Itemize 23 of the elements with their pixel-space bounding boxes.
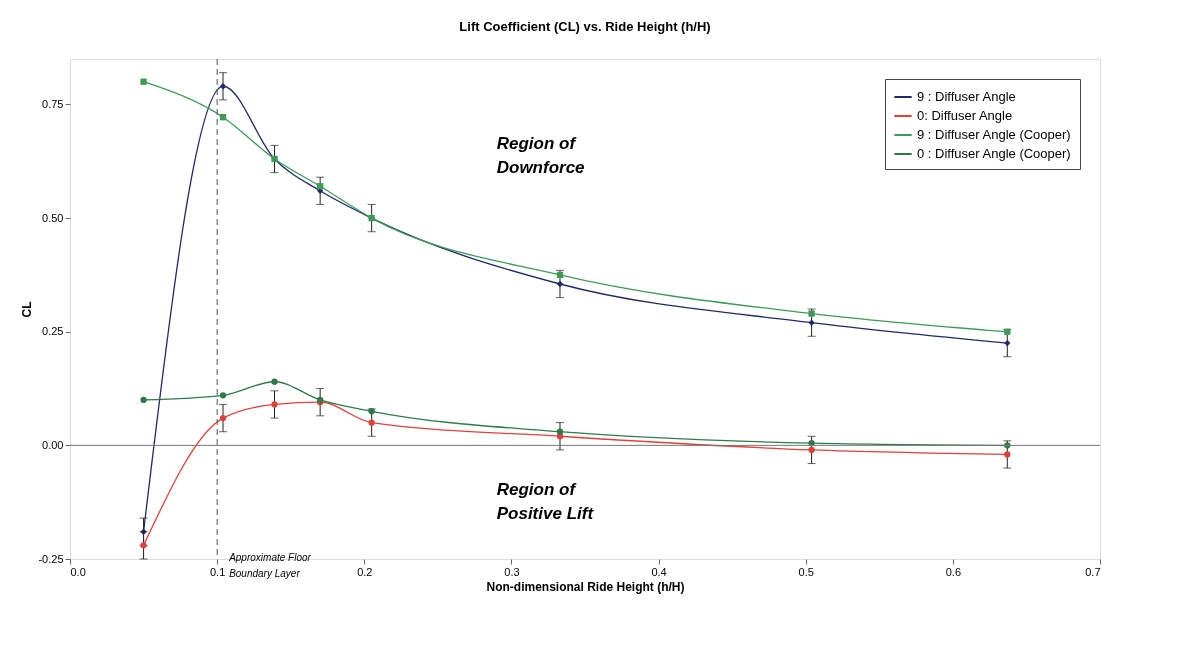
annotation: Region of Positive Lift xyxy=(496,479,595,523)
y-axis-title: CL xyxy=(20,301,35,318)
x-tick-label: 0.6 xyxy=(945,565,962,578)
chart-title: Lift Coefficient (CL) vs. Ride Height (h/H) xyxy=(459,18,711,34)
legend-label: 0: Diffuser Angle xyxy=(917,108,1013,123)
y-tick-label: 0.50 xyxy=(42,211,64,224)
annotation: Region of Downforce xyxy=(496,134,585,178)
x-tick-label: 0.1 xyxy=(209,565,226,578)
y-tick-label: 0.75 xyxy=(42,97,64,110)
y-tick-label: 0.25 xyxy=(42,325,64,338)
y-tick-label: 0.00 xyxy=(42,438,64,451)
y-tick-label: -0.25 xyxy=(38,552,64,565)
legend-label: 9 : Diffuser Angle xyxy=(917,89,1016,104)
x-tick-label: 0.7 xyxy=(1085,565,1101,578)
ref-line-label: Approximate Floor Boundary Layer xyxy=(228,552,312,579)
x-tick-label: 0.3 xyxy=(504,565,520,578)
x-axis-title: Non-dimensional Ride Height (h/H) xyxy=(486,579,685,594)
x-tick-label: 0.5 xyxy=(798,565,814,578)
x-tick-label: 0.2 xyxy=(357,565,373,578)
legend-label: 0 : Diffuser Angle (Cooper) xyxy=(917,146,1071,161)
x-tick-label: 0.0 xyxy=(70,565,86,578)
x-tick-label: 0.4 xyxy=(651,565,667,578)
legend-label: 9 : Diffuser Angle (Cooper) xyxy=(917,127,1071,142)
